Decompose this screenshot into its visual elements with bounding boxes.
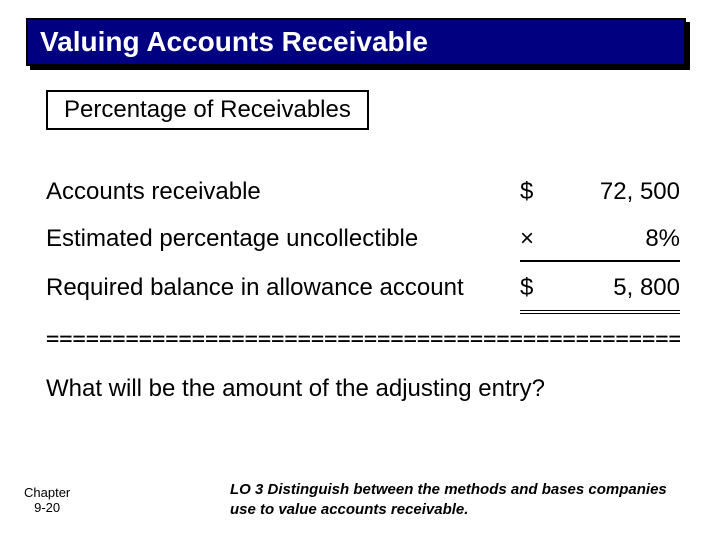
learning-objective: LO 3 Distinguish between the methods and… xyxy=(230,480,696,521)
question-text: What will be the amount of the adjusting… xyxy=(46,367,680,410)
calc-row: Accounts receivable $ 72, 500 xyxy=(46,170,680,213)
title-banner: Valuing Accounts Receivable xyxy=(26,18,686,66)
calc-label: Required balance in allowance account xyxy=(46,266,520,309)
multiply-symbol: × xyxy=(520,217,548,260)
currency-symbol: $ xyxy=(520,266,548,309)
subtitle-box: Percentage of Receivables xyxy=(46,90,369,130)
calc-number: 72, 500 xyxy=(548,170,680,213)
calc-row: Estimated percentage uncollectible × 8% xyxy=(46,217,680,262)
title-text: Valuing Accounts Receivable xyxy=(26,18,686,66)
calc-value: $ 72, 500 xyxy=(520,170,680,213)
calculation-area: Accounts receivable $ 72, 500 Estimated … xyxy=(46,170,680,410)
chapter-number: 9-20 xyxy=(24,500,70,516)
calc-label: Estimated percentage uncollectible xyxy=(46,217,520,260)
calc-number: 8% xyxy=(548,217,680,260)
calc-row: Required balance in allowance account $ … xyxy=(46,266,680,313)
chapter-label: Chapter xyxy=(24,485,70,501)
currency-symbol: $ xyxy=(520,170,548,213)
calc-value: $ 5, 800 xyxy=(520,266,680,313)
calc-value: × 8% xyxy=(520,217,680,262)
calc-label: Accounts receivable xyxy=(46,170,520,213)
calc-number: 5, 800 xyxy=(548,266,680,309)
chapter-footer: Chapter 9-20 xyxy=(24,485,70,516)
divider-line: ========================================… xyxy=(46,320,680,360)
